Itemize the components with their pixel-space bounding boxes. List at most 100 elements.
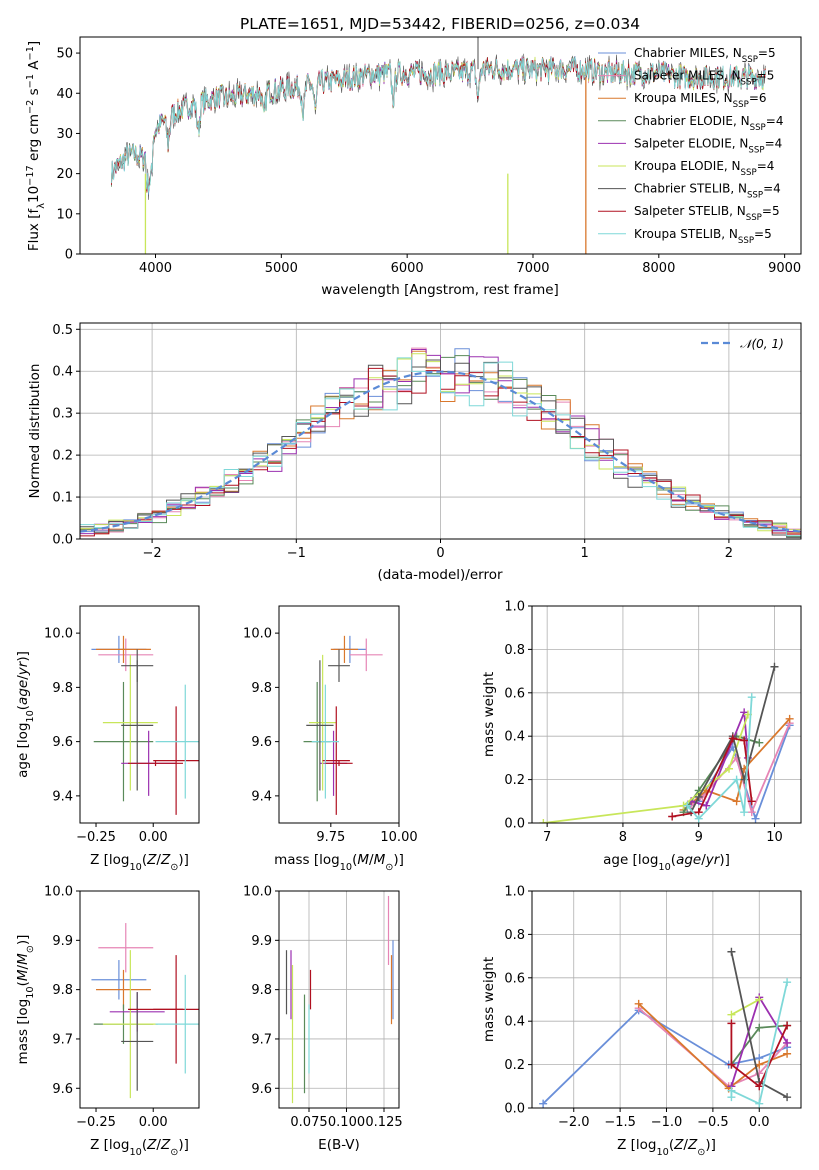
panel-spectrum: 4000 5000 6000 7000 8000 9000 0 10 20 30 40 50 wavel… [25,36,802,298]
plot-area [111,37,766,254]
legend-label: Salpeter MILES, NSSP=5 [634,69,774,88]
x-tick-label: 0.075 [290,1115,327,1130]
normal-curve [80,370,801,533]
y-tick-label: 10.0 [44,627,73,642]
weight-marker [783,1093,792,1102]
plot-area [80,347,801,538]
legend-label: Kroupa ELODIE, NSSP=4 [634,159,774,178]
x-tick-label: −2.0 [558,1115,590,1130]
weight-line [638,1003,788,1090]
weight-marker [732,775,741,784]
weight-marker [755,1060,764,1069]
legend-label: 𝒩(0, 1) [740,337,784,351]
plot-area [539,662,794,823]
y-tick-label: 0.4 [504,1015,525,1030]
y-tick-label: 9.9 [52,934,73,949]
y-tick-label: 9.8 [52,983,73,998]
axes-frame [278,605,400,824]
y-tick-label: 10.0 [243,885,272,900]
y-tick-label: 1.0 [504,600,525,615]
y-tick-label: 50 [56,47,73,62]
x-tick-label: −0.25 [76,1115,116,1130]
axes-frame [278,890,400,1109]
weight-marker [727,1010,736,1019]
y-axis-label: mass [log10(M/M⊙)] [15,935,36,1065]
axes-frame [79,890,200,1109]
y-tick-label: 9.6 [52,1082,73,1097]
legend-label: Chabrier ELODIE, NSSP=4 [634,114,783,133]
weight-marker [783,1049,792,1058]
x-tick-label: −1.0 [651,1115,683,1130]
weight-marker [740,736,749,745]
y-tick-label: 9.8 [251,983,272,998]
x-tick-label: 6000 [391,261,424,276]
y-tick-label: 9.6 [251,1082,272,1097]
weight-marker [727,1060,736,1069]
plot-area [285,895,394,1104]
weight-marker [783,978,792,987]
panel-mass-vs-Z: −0.25 0.00 9.6 9.7 9.8 9.9 10.0 Z [log10(Z/Z⊙)]… [15,885,200,1158]
y-tick-label: 9.8 [251,681,272,696]
x-tick-label: 10.00 [380,830,417,845]
y-axis-label: mass weight [481,672,497,757]
weight-marker [755,995,764,1004]
x-tick-label: 9.75 [316,830,345,845]
weight-marker [770,662,779,671]
x-tick-label: 7000 [516,261,549,276]
legend-label: Kroupa STELIB, NSSP=5 [634,227,772,246]
weight-marker [740,808,749,817]
spectrum-line-chabrier-stelib [111,53,766,200]
x-tick-label: 4000 [139,261,172,276]
plot-area [91,635,199,815]
weight-marker [683,801,692,810]
weight-marker [747,797,756,806]
y-tick-label: 0.6 [504,971,525,986]
y-tick-label: 0.8 [504,643,525,658]
x-tick-label: 2 [725,546,733,561]
x-tick-label: −0.5 [697,1115,729,1130]
y-tick-label: 10 [56,207,73,222]
weight-line [730,1023,788,1088]
y-tick-label: 9.6 [52,735,73,750]
weight-marker [755,1099,764,1108]
y-tick-label: 0.6 [504,686,525,701]
legend-label: Chabrier STELIB, NSSP=4 [634,182,781,201]
plot-area [539,947,792,1108]
x-tick-label: 5000 [265,261,298,276]
weight-marker [694,792,703,801]
y-tick-label: 9.4 [251,789,272,804]
legend-label: Chabrier MILES, NSSP=5 [634,46,776,65]
x-tick-label: −1.5 [604,1115,636,1130]
weight-marker [634,999,643,1008]
weight-marker [728,734,737,743]
y-tick-label: 9.6 [251,735,272,750]
axes-frame [79,36,802,255]
y-tick-label: 10.0 [243,627,272,642]
x-tick-label: 8 [619,830,627,845]
weight-marker [755,1023,764,1032]
y-tick-label: 0.0 [52,533,73,548]
y-tick-label: 0.8 [504,928,525,943]
y-tick-label: 9.9 [251,934,272,949]
axes-frame [531,605,802,824]
weight-marker [702,801,711,810]
y-tick-label: 10.0 [44,885,73,900]
legend-label: Kroupa MILES, NSSP=6 [634,91,767,110]
y-tick-label: 9.7 [251,1032,272,1047]
y-tick-label: 1.0 [504,885,525,900]
x-tick-label: 7 [543,830,551,845]
x-tick-label: 0.125 [365,1115,402,1130]
x-tick-label: 0.0 [749,1115,770,1130]
x-axis-label: age [log10(age/yr)] [603,852,730,873]
x-axis-label: E(B-V) [318,1137,360,1153]
panel-residuals: −2 −1 0 1 2 0.0 0.1 0.2 0.3 0.4 0.5 𝒩(0, 1) (data-mo… [27,322,802,583]
weight-marker [755,738,764,747]
weight-marker [727,947,736,956]
legend-label: Salpeter STELIB, NSSP=5 [634,204,780,223]
x-tick-label: 8000 [642,261,675,276]
weight-marker [694,814,703,823]
x-tick-label: −0.25 [76,830,116,845]
x-axis-label: Z [log10(Z/Z⊙)] [617,1137,716,1158]
x-axis-label: mass [log10(M/M⊙)] [274,852,404,873]
